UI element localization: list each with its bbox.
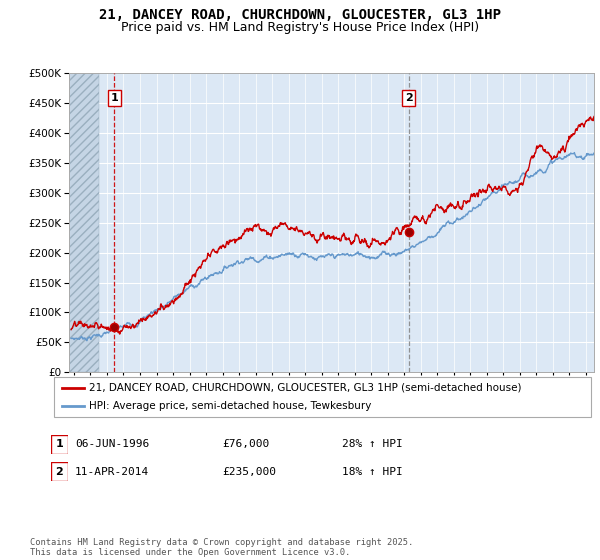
- Text: 18% ↑ HPI: 18% ↑ HPI: [342, 466, 403, 477]
- Text: 1: 1: [110, 94, 118, 103]
- Text: 21, DANCEY ROAD, CHURCHDOWN, GLOUCESTER, GL3 1HP (semi-detached house): 21, DANCEY ROAD, CHURCHDOWN, GLOUCESTER,…: [89, 383, 521, 393]
- Text: Contains HM Land Registry data © Crown copyright and database right 2025.
This d: Contains HM Land Registry data © Crown c…: [30, 538, 413, 557]
- Text: HPI: Average price, semi-detached house, Tewkesbury: HPI: Average price, semi-detached house,…: [89, 402, 371, 411]
- Text: £235,000: £235,000: [222, 466, 276, 477]
- Text: 11-APR-2014: 11-APR-2014: [75, 466, 149, 477]
- Text: 1: 1: [56, 439, 63, 449]
- FancyBboxPatch shape: [51, 435, 68, 454]
- FancyBboxPatch shape: [51, 462, 68, 481]
- Text: 2: 2: [405, 94, 413, 103]
- Text: 2: 2: [56, 466, 63, 477]
- Text: 21, DANCEY ROAD, CHURCHDOWN, GLOUCESTER, GL3 1HP: 21, DANCEY ROAD, CHURCHDOWN, GLOUCESTER,…: [99, 8, 501, 22]
- Text: £76,000: £76,000: [222, 439, 269, 449]
- FancyBboxPatch shape: [54, 377, 591, 417]
- Text: 28% ↑ HPI: 28% ↑ HPI: [342, 439, 403, 449]
- Text: 06-JUN-1996: 06-JUN-1996: [75, 439, 149, 449]
- Text: Price paid vs. HM Land Registry's House Price Index (HPI): Price paid vs. HM Land Registry's House …: [121, 21, 479, 34]
